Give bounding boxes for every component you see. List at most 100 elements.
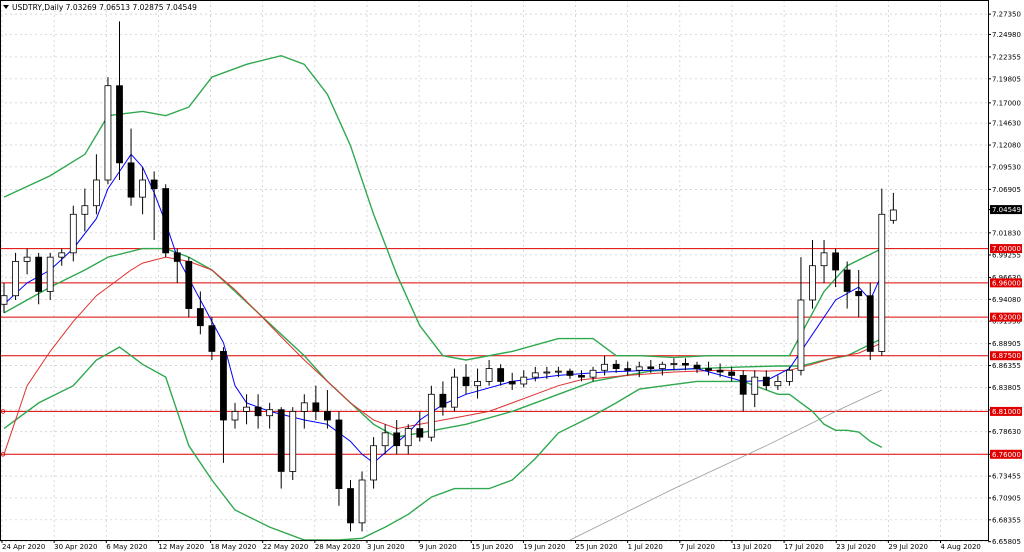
time-tick-label: 24 Apr 2020 <box>2 543 45 551</box>
candle-body <box>855 291 863 297</box>
candle-body <box>427 393 435 438</box>
candle-body <box>381 432 389 447</box>
candle-body <box>889 209 897 221</box>
candle <box>786 366 793 386</box>
candle <box>474 368 481 399</box>
time-tick-label: 12 May 2020 <box>158 543 204 551</box>
candle-body <box>162 188 170 254</box>
candle <box>289 407 297 480</box>
candle-body <box>81 205 89 215</box>
candle-body <box>612 363 620 369</box>
candle-body <box>335 419 343 489</box>
candle <box>832 248 839 288</box>
candle-body <box>786 369 793 382</box>
candle <box>601 355 608 376</box>
candle-body <box>624 368 632 371</box>
candle-body <box>289 411 297 472</box>
candle-body <box>254 406 262 417</box>
level-label: 6.87500 <box>992 352 1021 360</box>
candle-body <box>231 411 239 421</box>
price-tick-label: 7.27350 <box>992 11 1021 19</box>
time-axis[interactable]: 24 Apr 2020 30 Apr 2020 6 May 2020 12 May 2… <box>1 540 981 551</box>
level-anchor[interactable] <box>0 409 6 414</box>
candle-body <box>705 368 712 371</box>
time-tick-label: 17 Jul 2020 <box>784 543 824 551</box>
candle-body <box>139 179 147 198</box>
candle <box>843 261 851 309</box>
candle-body <box>323 411 331 421</box>
candle-body <box>589 369 597 378</box>
level-label: 7.00000 <box>992 245 1021 253</box>
candle-body <box>35 256 43 292</box>
time-tick-label: 25 Jun 2020 <box>576 543 618 551</box>
candle <box>150 171 158 240</box>
candle <box>624 361 632 376</box>
candle-body <box>185 261 193 309</box>
candle <box>612 360 620 373</box>
level-anchor[interactable] <box>0 452 6 457</box>
price-tick-label: 6.73455 <box>992 473 1021 481</box>
price-axis[interactable]: 7.27350 7.24980 7.22355 7.19805 7.17000 7.146… <box>988 11 1022 547</box>
candle-body <box>93 179 100 207</box>
candle-body <box>451 376 458 408</box>
candle <box>381 424 389 455</box>
candle-body <box>647 366 655 369</box>
ma-long-line <box>569 389 882 541</box>
candle <box>739 370 747 412</box>
price-tick-label: 6.83805 <box>992 384 1021 392</box>
candle <box>104 77 112 185</box>
current-price-label: 7.04549 <box>992 206 1021 214</box>
price-tick-label: 6.65805 <box>992 538 1021 546</box>
dropdown-triangle-icon[interactable] <box>3 5 9 9</box>
time-tick-label: 15 Jun 2020 <box>471 543 513 551</box>
candle-body <box>670 363 678 365</box>
candle-body <box>370 445 378 481</box>
time-tick-label: 1 Jul 2020 <box>628 543 663 551</box>
candle-body <box>150 179 158 189</box>
candle <box>589 366 597 382</box>
candle <box>555 366 562 378</box>
price-tick-label: 7.09530 <box>992 163 1021 171</box>
candle <box>173 248 181 283</box>
time-tick-label: 9 Jun 2020 <box>419 543 457 551</box>
candle <box>196 291 204 335</box>
candle <box>451 368 458 412</box>
current-price-box <box>990 205 1022 215</box>
candle <box>809 240 816 309</box>
candle-body <box>508 381 516 385</box>
candle <box>508 372 516 390</box>
candle <box>23 248 31 275</box>
time-tick-label: 7 Jul 2020 <box>680 543 715 551</box>
candle <box>335 411 343 506</box>
candle-body <box>277 409 285 472</box>
candle <box>647 360 655 373</box>
candle <box>774 375 782 390</box>
candle-body <box>497 368 505 382</box>
candle-body <box>635 366 643 371</box>
candle <box>485 360 493 386</box>
time-tick-label: 4 Aug 2020 <box>941 543 981 551</box>
time-tick-label: 28 May 2020 <box>315 543 361 551</box>
candle <box>266 402 274 429</box>
candle <box>531 366 539 382</box>
candle-body <box>520 376 528 385</box>
candle <box>81 188 89 232</box>
candle-body <box>23 256 31 262</box>
candle <box>208 317 216 360</box>
price-tick-label: 7.24980 <box>992 31 1021 39</box>
candle <box>69 205 77 262</box>
price-tick-label: 7.19805 <box>992 75 1021 83</box>
price-tick-label: 7.14630 <box>992 120 1021 128</box>
level-label: 6.81000 <box>992 408 1021 416</box>
candle <box>855 270 863 318</box>
candle-body <box>69 213 77 254</box>
chart-grid <box>0 0 988 543</box>
candle <box>254 394 262 429</box>
ma-blue-line <box>3 153 883 464</box>
candle <box>358 471 366 532</box>
candle-body <box>0 295 8 305</box>
candle <box>231 402 239 429</box>
candle <box>300 394 308 429</box>
candle <box>220 347 227 463</box>
